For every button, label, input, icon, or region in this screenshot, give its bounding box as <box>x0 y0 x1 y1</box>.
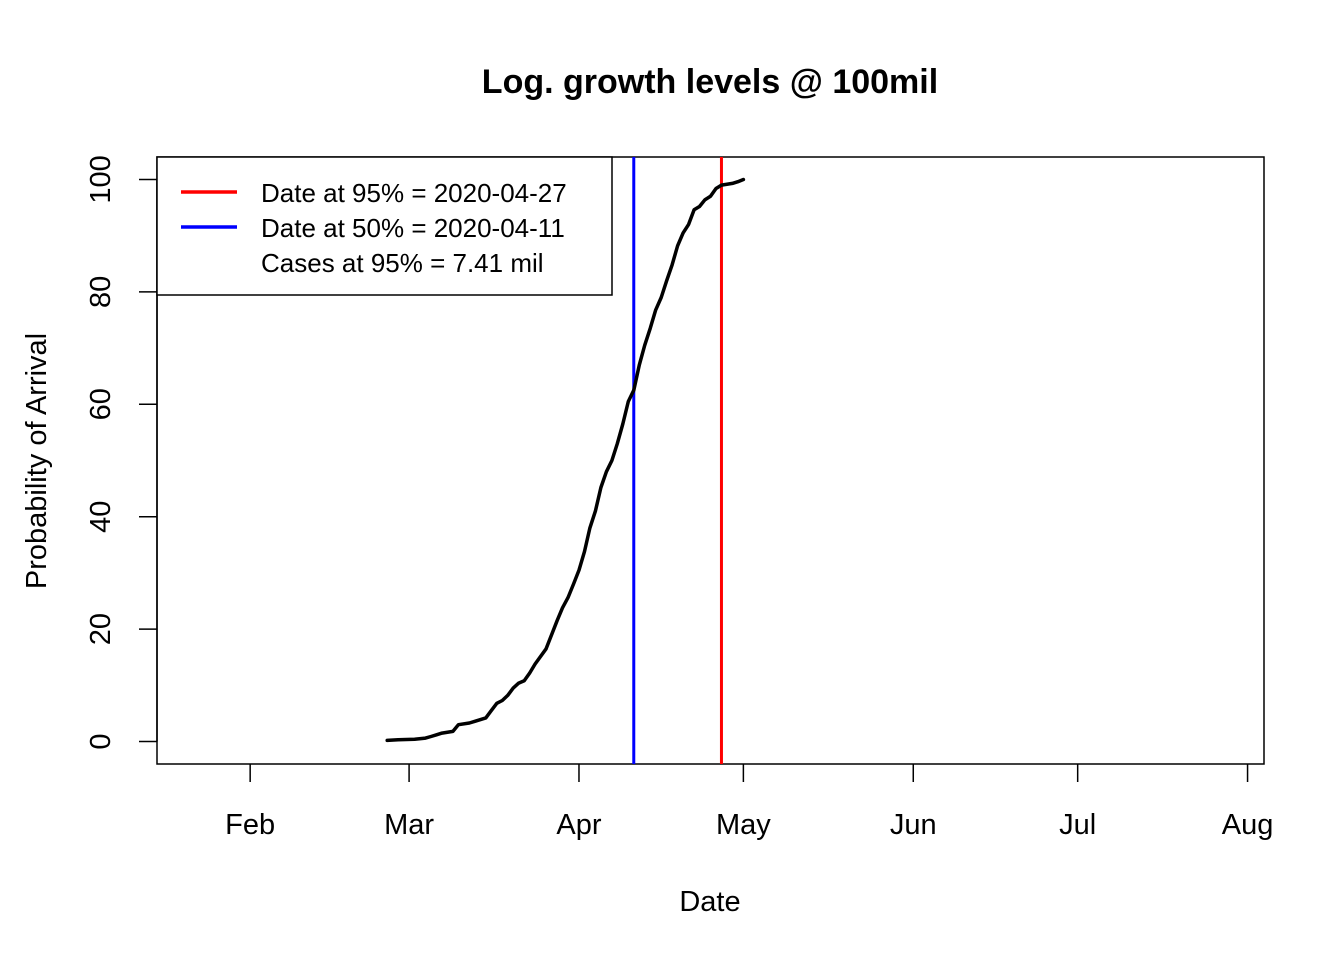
x-axis: Feb Mar Apr May Jun Jul Aug <box>225 764 1273 841</box>
y-tick-label-2: 40 <box>85 501 117 533</box>
legend-label-1: Date at 50% = 2020-04-11 <box>261 213 565 243</box>
x-tick-label-6: Aug <box>1222 809 1274 841</box>
x-axis-label: Date <box>679 886 740 918</box>
y-axis: 0 20 40 60 80 100 <box>85 155 158 750</box>
x-tick-label-4: Jun <box>890 809 937 841</box>
y-tick-label-1: 20 <box>85 613 117 645</box>
chart-title: Log. growth levels @ 100mil <box>482 63 938 101</box>
y-axis-label: Probability of Arrival <box>21 333 53 589</box>
y-tick-label-0: 0 <box>85 733 117 749</box>
x-tick-label-5: Jul <box>1059 809 1096 841</box>
x-tick-label-2: Apr <box>556 809 601 841</box>
x-tick-label-0: Feb <box>225 809 275 841</box>
reference-lines <box>632 157 723 764</box>
y-tick-label-5: 100 <box>85 155 117 203</box>
x-tick-label-1: Mar <box>384 809 434 841</box>
series-group <box>385 177 746 743</box>
x-tick-label-3: May <box>716 809 771 841</box>
y-tick-label-4: 80 <box>85 276 117 308</box>
legend-label-2: Cases at 95% = 7.41 mil <box>261 248 544 278</box>
series-line-0 <box>385 177 746 743</box>
legend-label-0: Date at 95% = 2020-04-27 <box>261 178 567 208</box>
y-tick-label-3: 60 <box>85 388 117 420</box>
legend: Date at 95% = 2020-04-27 Date at 50% = 20… <box>156 156 613 296</box>
